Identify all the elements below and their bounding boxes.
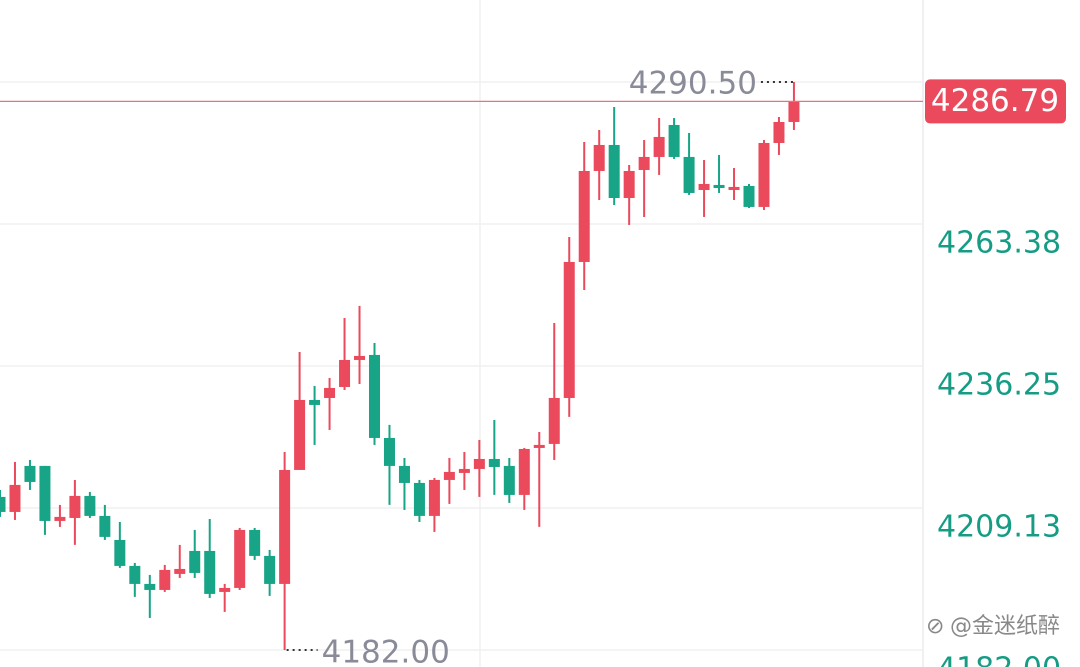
low-label: 4182.00 (322, 634, 450, 667)
candle-body (488, 458, 500, 467)
candle-body (234, 529, 246, 588)
y-tick-label: 4236.25 (937, 367, 1061, 402)
candle-body (339, 359, 351, 387)
candle-body (623, 170, 635, 198)
candle-body (249, 529, 261, 556)
candle-body (219, 587, 231, 592)
candle-body (653, 136, 665, 157)
candle-body (443, 471, 455, 480)
candle-body (354, 355, 366, 360)
candle-body (773, 121, 785, 143)
last-price-tag (925, 79, 1066, 124)
candle-body (428, 479, 440, 516)
candle-body (114, 539, 126, 566)
y-tick-label: 4209.13 (937, 509, 1061, 544)
candle-body (458, 468, 470, 473)
candle-body (69, 495, 81, 518)
candle-body (743, 185, 755, 207)
candle-body (563, 261, 575, 398)
candle-body (518, 448, 530, 495)
watermark: @金迷纸醉 (950, 614, 1060, 639)
candle-body (383, 437, 395, 466)
candle-body (144, 583, 156, 590)
watermark-icon: ⊘ (926, 614, 944, 639)
candle-body (503, 465, 515, 495)
candle-body (548, 397, 560, 444)
candle-body (294, 399, 306, 470)
candle-body (668, 124, 680, 157)
candle-body (204, 550, 216, 594)
candle-body (698, 183, 710, 190)
y-tick-label: 4182.00 (937, 651, 1061, 667)
candle-body (174, 568, 186, 574)
candle-body (788, 101, 800, 122)
candle-body (129, 565, 141, 584)
candle-body (279, 469, 291, 584)
candle-body (638, 156, 650, 170)
candle-body (593, 144, 605, 171)
candle-body (398, 465, 410, 483)
candle-body (369, 354, 380, 438)
candle-body (24, 465, 36, 482)
candle-body (578, 170, 590, 262)
candle-body (9, 484, 21, 512)
candle-body (264, 555, 276, 584)
candle-body (473, 458, 485, 469)
y-tick-label: 4263.38 (937, 225, 1061, 260)
candle-body (159, 569, 171, 590)
candle-body (728, 186, 740, 190)
candle-body (309, 399, 321, 405)
candle-body (99, 515, 111, 537)
candle-body (189, 550, 201, 573)
candle-body (84, 495, 96, 516)
candle-body (0, 496, 6, 512)
candle-body (54, 516, 66, 521)
last-price-label: 4286.79 (931, 83, 1059, 119)
candle-body (713, 184, 725, 188)
candle-body (324, 387, 336, 398)
candle-body (413, 482, 425, 516)
plot: 4263.38 4236.25 4209.13 4182.00 4286.79 4290.… (0, 65, 1066, 667)
candle-body (533, 444, 545, 448)
candle-body (758, 142, 770, 207)
candle-body (608, 144, 620, 198)
candle-body (39, 465, 51, 521)
candle-body (683, 156, 695, 193)
high-label: 4290.50 (629, 65, 757, 101)
